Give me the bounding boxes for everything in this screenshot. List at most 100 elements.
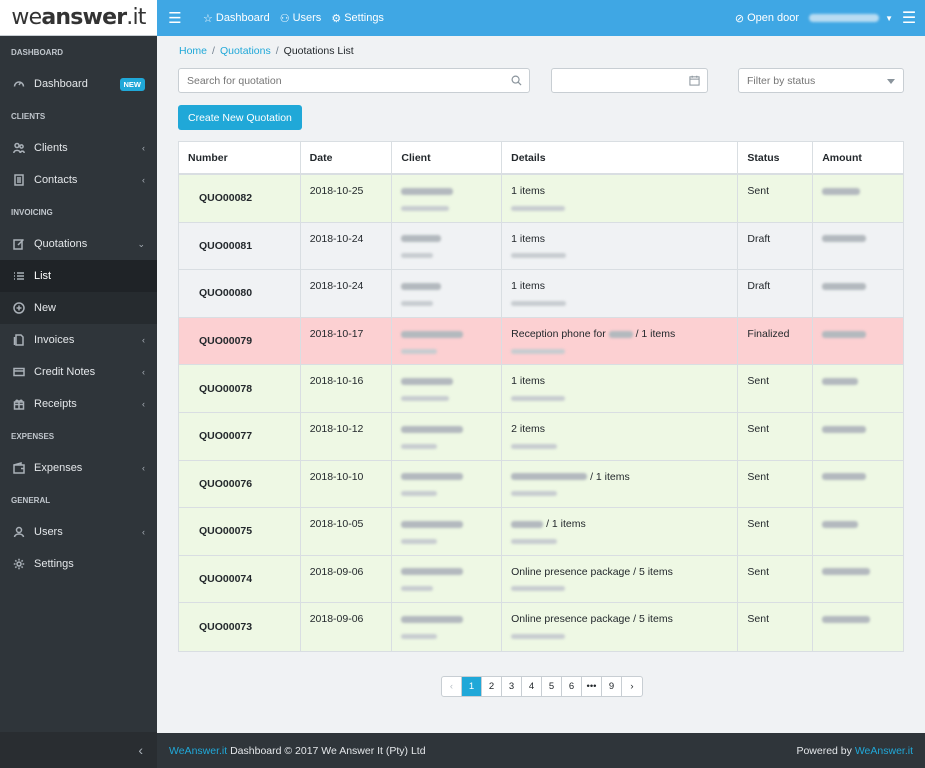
pagination-page[interactable]: 3 bbox=[502, 677, 522, 696]
pagination-page[interactable]: 1 bbox=[462, 677, 482, 696]
sidebar-item-receipts[interactable]: Receipts ‹ bbox=[0, 388, 157, 420]
amount-redacted bbox=[822, 187, 861, 195]
sidebar-item-list[interactable]: List bbox=[0, 260, 157, 292]
details-sub-redacted bbox=[511, 538, 558, 544]
table-row[interactable]: QUO00082 2018-10-25 1 items Sent bbox=[179, 175, 903, 223]
contact-name-redacted bbox=[401, 586, 434, 592]
pagination-page[interactable]: 2 bbox=[482, 677, 502, 696]
pagination-page[interactable]: 6 bbox=[562, 677, 582, 696]
table-row[interactable]: QUO00073 2018-09-06 Online presence pack… bbox=[179, 603, 903, 651]
sidebar-item-users[interactable]: Users ‹ bbox=[0, 516, 157, 548]
table-row[interactable]: QUO00076 2018-10-10 / 1 items Sent bbox=[179, 460, 903, 509]
quotation-number[interactable]: QUO00081 bbox=[179, 222, 301, 270]
quotation-number[interactable]: QUO00076 bbox=[179, 460, 301, 508]
table-row[interactable]: QUO00074 2018-09-06 Online presence pack… bbox=[179, 555, 903, 604]
sidebar-item-expenses[interactable]: Expenses ‹ bbox=[0, 452, 157, 484]
footer-brand-link[interactable]: WeAnswer.it bbox=[169, 744, 228, 757]
details-sub-redacted bbox=[511, 348, 566, 354]
details-text: 1 items bbox=[511, 375, 545, 388]
sidebar-item-invoices[interactable]: Invoices ‹ bbox=[0, 324, 157, 356]
quotation-number[interactable]: QUO00075 bbox=[179, 508, 301, 555]
table-row[interactable]: QUO00081 2018-10-24 1 items Draft bbox=[179, 222, 903, 271]
header-link-settings[interactable]: ⚙ Settings bbox=[331, 12, 384, 25]
contact-name-redacted bbox=[401, 396, 450, 402]
details-cell: 1 items bbox=[502, 270, 739, 317]
table-row[interactable]: QUO00079 2018-10-17 Reception phone for … bbox=[179, 317, 903, 366]
quotation-number[interactable]: QUO00080 bbox=[179, 270, 301, 317]
details-text: 1 items bbox=[511, 185, 545, 197]
column-header-status[interactable]: Status bbox=[738, 142, 814, 173]
pagination-ellipsis[interactable]: ••• bbox=[582, 677, 602, 696]
breadcrumb-home[interactable]: Home bbox=[179, 45, 208, 57]
calendar-icon[interactable] bbox=[689, 75, 700, 86]
table-row[interactable]: QUO00077 2018-10-12 2 items Sent bbox=[179, 412, 903, 461]
amount-cell bbox=[813, 270, 903, 317]
status-select[interactable] bbox=[739, 69, 874, 92]
client-cell bbox=[392, 603, 503, 651]
sidebar-minimizer[interactable]: ‹ bbox=[0, 732, 157, 768]
quotation-number[interactable]: QUO00082 bbox=[179, 175, 301, 222]
chevron-down-icon: ⌄ bbox=[137, 238, 145, 249]
details-cell: Reception phone for / 1 items bbox=[502, 317, 739, 365]
dropdown-arrow-icon[interactable] bbox=[887, 79, 895, 84]
sidebar-item-credit-notes[interactable]: Credit Notes ‹ bbox=[0, 356, 157, 388]
open-door-button[interactable]: ⊘ Open door bbox=[735, 12, 799, 25]
quotation-number[interactable]: QUO00073 bbox=[179, 603, 301, 651]
column-header-date[interactable]: Date bbox=[301, 142, 393, 173]
header-link-users[interactable]: ⚇ Users bbox=[280, 12, 322, 25]
quotation-number[interactable]: QUO00078 bbox=[179, 365, 301, 412]
brand-logo[interactable]: weanswer.it bbox=[0, 0, 157, 36]
sidebar-item-settings[interactable]: Settings bbox=[0, 548, 157, 580]
pagination-prev[interactable]: ‹ bbox=[442, 677, 462, 696]
sidebar-item-label: Receipts bbox=[34, 398, 77, 410]
client-name-redacted bbox=[401, 187, 454, 195]
amount-cell bbox=[813, 556, 903, 603]
pagination-page-last[interactable]: 9 bbox=[602, 677, 622, 696]
quotation-number[interactable]: QUO00074 bbox=[179, 555, 301, 603]
quotation-date: 2018-10-25 bbox=[301, 175, 393, 222]
date-input[interactable] bbox=[552, 69, 677, 92]
caret-down-icon[interactable]: ▼ bbox=[885, 13, 893, 23]
search-field bbox=[178, 68, 530, 93]
sidebar-item-label: Contacts bbox=[34, 174, 78, 186]
sidebar-item-quotations[interactable]: Quotations ⌄ bbox=[0, 228, 157, 260]
user-menu[interactable] bbox=[809, 14, 880, 22]
details-name-redacted bbox=[608, 330, 633, 338]
status-cell: Sent bbox=[738, 555, 814, 603]
table-row[interactable]: QUO00080 2018-10-24 1 items Draft bbox=[179, 270, 903, 318]
table-row[interactable]: QUO00078 2018-10-16 1 items Sent bbox=[179, 365, 903, 413]
footer-copyright: WeAnswer.it Dashboard © 2017 We Answer I… bbox=[169, 745, 426, 757]
amount-cell bbox=[813, 603, 903, 651]
search-input[interactable] bbox=[179, 69, 499, 92]
chevron-left-icon: ‹ bbox=[142, 463, 145, 473]
header-link-dashboard[interactable]: ☆ Dashboard bbox=[203, 12, 270, 25]
speedometer-icon bbox=[12, 77, 26, 91]
footer-powered-link[interactable]: WeAnswer.it bbox=[854, 744, 913, 757]
sidebar-item-dashboard[interactable]: Dashboard NEW bbox=[0, 68, 157, 100]
status-cell: Sent bbox=[738, 175, 814, 222]
pagination-page[interactable]: 4 bbox=[522, 677, 542, 696]
quotation-number[interactable]: QUO00077 bbox=[179, 412, 301, 460]
amount-redacted bbox=[822, 473, 867, 481]
sidebar-toggler-icon[interactable]: ☰ bbox=[168, 10, 182, 27]
amount-redacted bbox=[822, 520, 859, 528]
breadcrumb-quotations[interactable]: Quotations bbox=[219, 45, 271, 57]
table-row[interactable]: QUO00075 2018-10-05 / 1 items Sent bbox=[179, 508, 903, 556]
contact-name-redacted bbox=[401, 253, 434, 259]
column-header-number[interactable]: Number bbox=[179, 142, 301, 173]
column-header-details[interactable]: Details bbox=[502, 142, 739, 173]
sidebar-item-new[interactable]: New bbox=[0, 292, 157, 324]
logo-tld: .it bbox=[126, 5, 146, 30]
sidebar-item-clients[interactable]: Clients ‹ bbox=[0, 132, 157, 164]
aside-menu-icon[interactable]: ☰ bbox=[901, 10, 917, 27]
pagination-next[interactable]: › bbox=[630, 681, 634, 692]
status-cell: Finalized bbox=[738, 317, 814, 365]
search-icon[interactable] bbox=[511, 75, 522, 86]
details-cell: 1 items bbox=[502, 365, 739, 412]
create-quotation-button[interactable]: Create New Quotation bbox=[178, 105, 302, 130]
sidebar-item-contacts[interactable]: Contacts ‹ bbox=[0, 164, 157, 196]
column-header-amount[interactable]: Amount bbox=[822, 151, 862, 164]
quotation-number[interactable]: QUO00079 bbox=[179, 317, 301, 365]
column-header-client[interactable]: Client bbox=[392, 142, 503, 173]
pagination-page[interactable]: 5 bbox=[542, 677, 562, 696]
